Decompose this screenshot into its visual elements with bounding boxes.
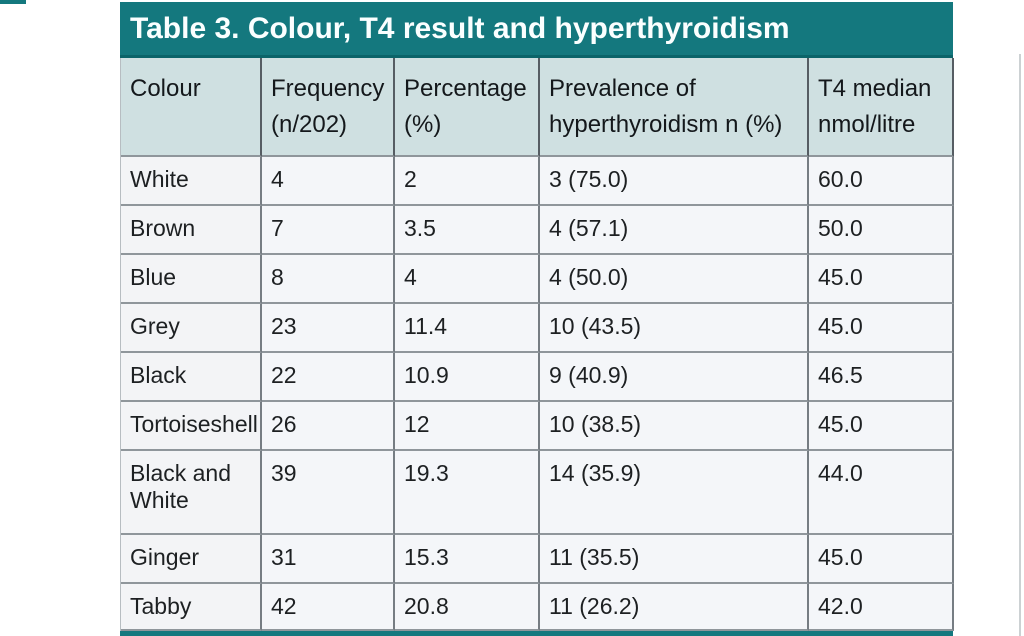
row-label-cell: Black bbox=[121, 353, 262, 402]
data-cell: 9 (40.9) bbox=[540, 353, 809, 402]
column-header-line2: (n/202) bbox=[271, 111, 348, 138]
column-header-line1: Prevalence of bbox=[549, 75, 696, 102]
table-row: Brown 7 3.5 4 (57.1) 50.0 bbox=[121, 206, 954, 255]
data-cell: 42 bbox=[262, 584, 395, 631]
column-header-line2: nmol/litre bbox=[818, 111, 916, 138]
data-cell: 26 bbox=[262, 402, 395, 451]
data-cell: 3 (75.0) bbox=[540, 157, 809, 206]
data-cell: 45.0 bbox=[809, 255, 954, 304]
data-cell: 4 (50.0) bbox=[540, 255, 809, 304]
data-cell: 12 bbox=[395, 402, 540, 451]
table-row: White 4 2 3 (75.0) 60.0 bbox=[121, 157, 954, 206]
table-row: Tabby 42 20.8 11 (26.2) 42.0 bbox=[121, 584, 954, 631]
page-edge-line bbox=[1019, 54, 1021, 636]
data-cell: 11.4 bbox=[395, 304, 540, 353]
row-label-cell: Ginger bbox=[121, 535, 262, 584]
table-row: Black and White 39 19.3 14 (35.9) 44.0 bbox=[121, 451, 954, 535]
data-cell: 31 bbox=[262, 535, 395, 584]
data-cell: 39 bbox=[262, 451, 395, 535]
column-header-3: Prevalence of hyperthyroidism n (%) bbox=[540, 58, 809, 157]
column-header-line1: Colour bbox=[130, 75, 201, 102]
data-cell: 2 bbox=[395, 157, 540, 206]
column-header-2: Percentage (%) bbox=[395, 58, 540, 157]
data-cell: 45.0 bbox=[809, 535, 954, 584]
data-cell: 4 (57.1) bbox=[540, 206, 809, 255]
table-title-bar: Table 3. Colour, T4 result and hyperthyr… bbox=[120, 2, 953, 58]
data-cell: 44.0 bbox=[809, 451, 954, 535]
data-cell: 46.5 bbox=[809, 353, 954, 402]
column-header-line1: Frequency bbox=[271, 75, 385, 102]
data-cell: 42.0 bbox=[809, 584, 954, 631]
column-header-line1: T4 median bbox=[818, 75, 932, 102]
data-table: Colour Frequency (n/202) Percentage (%) Preva… bbox=[120, 58, 954, 631]
data-cell: 10.9 bbox=[395, 353, 540, 402]
row-label-cell: Tabby bbox=[121, 584, 262, 631]
table-header-row: Colour Frequency (n/202) Percentage (%) Preva… bbox=[121, 58, 954, 157]
column-header-0: Colour bbox=[121, 58, 262, 157]
row-label-cell: White bbox=[121, 157, 262, 206]
data-cell: 8 bbox=[262, 255, 395, 304]
row-label-cell: Brown bbox=[121, 206, 262, 255]
column-header-line1: Percentage bbox=[404, 75, 527, 102]
row-label-cell: Grey bbox=[121, 304, 262, 353]
table-row: Ginger 31 15.3 11 (35.5) 45.0 bbox=[121, 535, 954, 584]
data-cell: 23 bbox=[262, 304, 395, 353]
row-label-cell: Tortoiseshell bbox=[121, 402, 262, 451]
table-row: Grey 23 11.4 10 (43.5) 45.0 bbox=[121, 304, 954, 353]
table-row: Tortoiseshell 26 12 10 (38.5) 45.0 bbox=[121, 402, 954, 451]
data-cell: 10 (38.5) bbox=[540, 402, 809, 451]
table-row: Blue 8 4 4 (50.0) 45.0 bbox=[121, 255, 954, 304]
table-title: Table 3. Colour, T4 result and hyperthyr… bbox=[130, 11, 790, 45]
data-cell: 11 (26.2) bbox=[540, 584, 809, 631]
data-cell: 7 bbox=[262, 206, 395, 255]
table-body: White 4 2 3 (75.0) 60.0 Brown 7 3.5 4 (57.1) 50.0… bbox=[121, 157, 954, 631]
table-row: Black 22 10.9 9 (40.9) 46.5 bbox=[121, 353, 954, 402]
data-cell: 60.0 bbox=[809, 157, 954, 206]
data-cell: 15.3 bbox=[395, 535, 540, 584]
data-cell: 19.3 bbox=[395, 451, 540, 535]
data-cell: 11 (35.5) bbox=[540, 535, 809, 584]
data-cell: 45.0 bbox=[809, 402, 954, 451]
row-label-cell: Black and White bbox=[121, 451, 262, 535]
data-cell: 22 bbox=[262, 353, 395, 402]
table-panel: Table 3. Colour, T4 result and hyperthyr… bbox=[120, 2, 954, 636]
scan-corner-artifact bbox=[0, 0, 26, 4]
data-cell: 3.5 bbox=[395, 206, 540, 255]
data-cell: 4 bbox=[395, 255, 540, 304]
column-header-line2: hyperthyroidism n (%) bbox=[549, 111, 783, 138]
column-header-4: T4 median nmol/litre bbox=[809, 58, 954, 157]
column-header-line2: (%) bbox=[404, 111, 442, 138]
data-cell: 50.0 bbox=[809, 206, 954, 255]
data-cell: 10 (43.5) bbox=[540, 304, 809, 353]
data-cell: 4 bbox=[262, 157, 395, 206]
column-header-1: Frequency (n/202) bbox=[262, 58, 395, 157]
data-cell: 20.8 bbox=[395, 584, 540, 631]
data-cell: 14 (35.9) bbox=[540, 451, 809, 535]
row-label-cell: Blue bbox=[121, 255, 262, 304]
table-bottom-bar bbox=[120, 631, 953, 636]
data-cell: 45.0 bbox=[809, 304, 954, 353]
